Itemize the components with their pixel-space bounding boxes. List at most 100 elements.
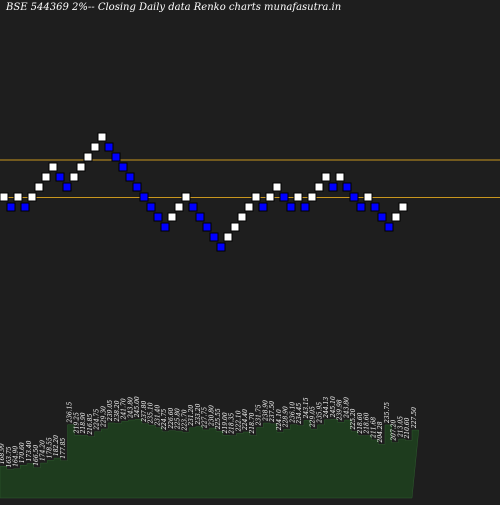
renko-brick-down: [258, 202, 268, 212]
value-label: 227.50: [411, 407, 418, 429]
renko-brick-down: [377, 212, 387, 222]
renko-brick-down: [139, 192, 149, 202]
value-label: 182.20: [53, 435, 60, 456]
value-label: 231.20: [188, 405, 195, 427]
renko-brick-down: [209, 232, 219, 242]
value-label: 235.10: [148, 402, 155, 424]
renko-brick-up: [251, 192, 261, 202]
reference-lines: [0, 159, 500, 198]
renko-brick-down: [20, 202, 30, 212]
renko-brick-up: [69, 172, 79, 182]
renko-brick-up: [321, 172, 331, 182]
renko-brick-down: [118, 162, 128, 172]
renko-brick-up: [181, 192, 191, 202]
renko-brick-up: [230, 222, 240, 232]
renko-brick-down: [132, 182, 142, 192]
value-label: 228.90: [283, 406, 290, 428]
renko-brick-down: [349, 192, 359, 202]
value-label: 229.05: [310, 406, 317, 428]
renko-brick-down: [286, 202, 296, 212]
value-label: 227.75: [202, 407, 209, 429]
value-label: 218.60: [357, 412, 364, 434]
renko-brick-down: [370, 202, 380, 212]
value-label: 230.80: [208, 405, 215, 427]
value-label: 225.20: [350, 408, 357, 430]
value-label: 219.25: [73, 412, 80, 434]
value-label: 235.75: [384, 402, 391, 424]
renko-brick-up: [90, 142, 100, 152]
value-label: 163.75: [6, 446, 13, 467]
renko-brick-up: [223, 232, 233, 242]
value-label: 177.85: [60, 438, 67, 459]
value-label: 231.40: [154, 405, 161, 427]
value-label: 174.20: [40, 440, 47, 461]
value-label: 245.10: [330, 396, 337, 418]
value-label: 224.10: [276, 409, 283, 431]
renko-brick-up: [174, 202, 184, 212]
value-label: 210.60: [404, 417, 411, 439]
renko-brick-up: [398, 202, 408, 212]
renko-brick-up: [27, 192, 37, 202]
value-label: 239.05: [107, 400, 114, 422]
renko-brick-up: [314, 182, 324, 192]
value-label: 233.20: [195, 403, 202, 425]
value-label: 219.00: [222, 412, 229, 434]
value-label: 204.28: [377, 421, 384, 443]
renko-brick-down: [153, 212, 163, 222]
renko-brick-down: [342, 182, 352, 192]
renko-brick-up: [293, 192, 303, 202]
value-label: 231.75: [256, 404, 263, 426]
value-label: 211.68: [370, 417, 377, 439]
renko-brick-up: [97, 132, 107, 142]
renko-brick-up: [83, 152, 93, 162]
renko-brick-up: [307, 192, 317, 202]
volume-area-shape: [0, 418, 420, 499]
renko-brick-up: [0, 192, 9, 202]
value-label: 164.90: [13, 446, 20, 467]
renko-brick-up: [41, 172, 51, 182]
value-label: 236.15: [67, 402, 74, 424]
value-label: 243.80: [343, 397, 350, 419]
renko-brick-down: [188, 202, 198, 212]
renko-brick-down: [195, 212, 205, 222]
value-label: 218.60: [364, 412, 371, 434]
value-label: 218.35: [229, 413, 236, 435]
renko-brick-down: [279, 192, 289, 202]
value-label: 238.90: [262, 400, 269, 422]
renko-brick-down: [146, 202, 156, 212]
value-label: 224.75: [161, 409, 168, 431]
value-label: 234.45: [296, 403, 303, 425]
renko-brick-down: [160, 222, 170, 232]
value-label: 170.60: [19, 442, 26, 463]
value-label: 244.13: [323, 397, 330, 419]
renko-brick-down: [55, 172, 65, 182]
value-label: 213.05: [397, 416, 404, 438]
value-label: 166.50: [33, 445, 40, 466]
renko-brick-down: [216, 242, 226, 252]
value-label: 178.55: [46, 437, 53, 458]
renko-brick-up: [391, 212, 401, 222]
value-label: 207.20: [391, 419, 398, 441]
value-label: 224.75: [94, 409, 101, 431]
value-label: 243.80: [127, 397, 134, 419]
renko-brick-up: [237, 212, 247, 222]
value-label: 218.90: [80, 412, 87, 434]
renko-brick-up: [167, 212, 177, 222]
value-label: 224.40: [242, 409, 249, 431]
value-label: 239.98: [337, 399, 344, 421]
renko-brick-down: [356, 202, 366, 212]
value-label: 237.50: [269, 401, 276, 423]
renko-brick-down: [328, 182, 338, 192]
value-label: 241.70: [121, 398, 128, 420]
value-label: 229.30: [100, 406, 107, 428]
renko-brick-down: [300, 202, 310, 212]
value-label: 243.15: [303, 397, 310, 419]
volume-area: [0, 418, 420, 499]
value-label: 225.55: [215, 408, 222, 430]
value-label: 225.80: [175, 408, 182, 430]
renko-bricks: [0, 132, 408, 252]
value-label: 226.60: [168, 407, 175, 429]
renko-brick-up: [13, 192, 23, 202]
